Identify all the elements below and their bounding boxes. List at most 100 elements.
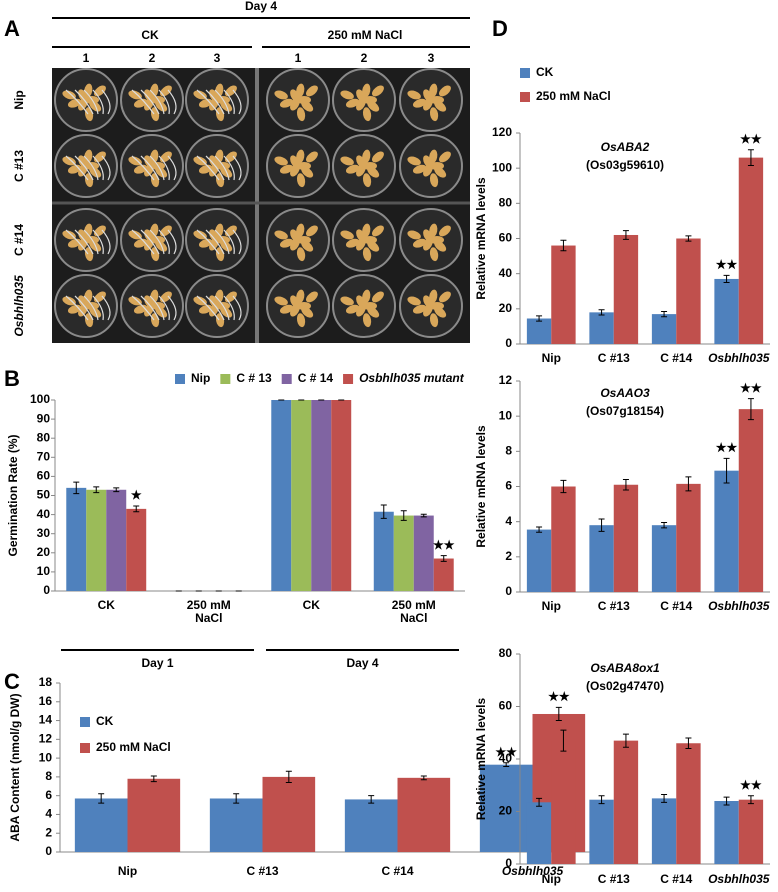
error-bar bbox=[661, 310, 668, 318]
sprout bbox=[74, 155, 94, 181]
sprout bbox=[92, 89, 104, 115]
seed bbox=[296, 107, 306, 122]
y-tick-label: 8 bbox=[505, 444, 512, 458]
error-bar bbox=[685, 235, 692, 242]
sprout bbox=[158, 295, 170, 321]
seed bbox=[345, 98, 360, 108]
legend-swatch bbox=[343, 374, 354, 384]
significance: ★★ bbox=[740, 381, 762, 395]
sprout bbox=[205, 89, 225, 115]
error-bar bbox=[622, 478, 629, 491]
seed bbox=[193, 90, 207, 100]
sprout bbox=[214, 89, 230, 115]
error-bar bbox=[73, 481, 80, 495]
seed bbox=[362, 247, 372, 262]
photo-title: Day 4 bbox=[245, 0, 277, 13]
x-tick-label: Osbhlh035 bbox=[708, 599, 770, 613]
seed bbox=[94, 291, 106, 303]
photo-panel: Day 4 CK 250 mM NaCl bbox=[52, 0, 470, 48]
error-bar bbox=[98, 793, 105, 804]
seed bbox=[301, 240, 314, 252]
seed bbox=[84, 83, 93, 98]
y-tick-label: 4 bbox=[505, 514, 512, 528]
seed bbox=[362, 289, 371, 304]
x-tick-label: C #13 bbox=[598, 872, 630, 886]
y-tick-label: 20 bbox=[499, 301, 513, 315]
gene-subtitle: (Os02g47470) bbox=[586, 679, 664, 693]
column-label: 3 bbox=[214, 51, 221, 65]
y-tick-label: 60 bbox=[499, 699, 513, 713]
x-tick-label: Nip bbox=[542, 351, 561, 365]
error-bar bbox=[685, 737, 692, 749]
seed bbox=[345, 304, 360, 314]
seed bbox=[362, 313, 372, 328]
y-tick-label: 30 bbox=[37, 526, 51, 540]
seed bbox=[128, 296, 142, 306]
y-tick-label: 0 bbox=[505, 856, 512, 870]
y-tick-label: 20 bbox=[37, 545, 51, 559]
seed bbox=[429, 83, 438, 98]
gene-title: OsABA8ox1 bbox=[590, 661, 660, 675]
column-label: 1 bbox=[83, 51, 90, 65]
seed bbox=[429, 313, 439, 328]
y-tick-label: 0 bbox=[43, 583, 50, 597]
y-tick-label: 100 bbox=[30, 392, 50, 406]
legend-label: CK bbox=[536, 65, 554, 79]
bar bbox=[589, 525, 614, 592]
seed bbox=[306, 291, 318, 303]
seed bbox=[372, 291, 384, 303]
y-tick-label: 70 bbox=[37, 449, 51, 463]
seed bbox=[150, 83, 159, 98]
sprout bbox=[149, 295, 165, 321]
bar bbox=[676, 483, 701, 592]
sprout bbox=[65, 155, 89, 181]
error-bar bbox=[622, 230, 629, 240]
x-tick-label: CK bbox=[98, 598, 116, 612]
sprout bbox=[65, 295, 89, 321]
error-bar bbox=[598, 309, 605, 316]
legend-swatch bbox=[175, 374, 185, 384]
x-tick-label: CK bbox=[303, 598, 321, 612]
sprout bbox=[101, 155, 111, 181]
row-label: Osbhlh035 bbox=[12, 275, 26, 337]
gene-subtitle: (Os03g59610) bbox=[586, 158, 664, 172]
group-label: Day 4 bbox=[346, 656, 378, 670]
seed bbox=[279, 304, 294, 314]
error-bar bbox=[560, 239, 567, 252]
legend-swatch bbox=[520, 92, 530, 102]
seed bbox=[407, 90, 421, 100]
panel-letter: B bbox=[4, 366, 20, 391]
seed bbox=[412, 304, 427, 314]
sprout bbox=[223, 155, 235, 181]
error-bar bbox=[503, 762, 510, 768]
seed bbox=[215, 289, 224, 304]
sprout bbox=[131, 229, 155, 255]
sprout bbox=[196, 155, 220, 181]
seed bbox=[274, 90, 288, 100]
seed bbox=[84, 149, 93, 164]
seed bbox=[412, 164, 427, 174]
sprout bbox=[149, 155, 165, 181]
bar bbox=[613, 234, 639, 344]
seed bbox=[407, 296, 421, 306]
sprout bbox=[92, 295, 104, 321]
y-tick-label: 10 bbox=[499, 408, 513, 422]
bar bbox=[126, 508, 147, 591]
bar bbox=[589, 312, 614, 344]
seed bbox=[434, 240, 447, 252]
bar bbox=[86, 489, 107, 591]
seed bbox=[94, 225, 106, 237]
y-axis-label: Relative mRNA levels bbox=[474, 425, 488, 548]
legend-label: C # 13 bbox=[236, 371, 272, 385]
seed bbox=[362, 173, 372, 188]
panel-letter: A bbox=[4, 16, 20, 41]
sprout bbox=[167, 155, 177, 181]
error-bar bbox=[747, 149, 754, 167]
error-bar bbox=[598, 795, 605, 805]
seed bbox=[215, 223, 224, 238]
seed bbox=[301, 166, 314, 178]
seed bbox=[225, 291, 237, 303]
x-tick-label: C #14 bbox=[381, 864, 413, 878]
bar bbox=[373, 511, 394, 591]
significance: ★★ bbox=[716, 441, 738, 455]
